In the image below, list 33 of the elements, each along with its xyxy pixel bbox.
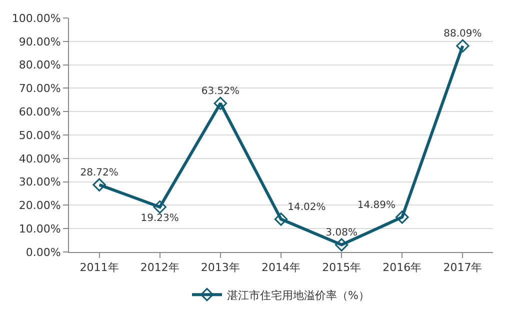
y-tick-label: 50.00% xyxy=(18,128,61,142)
y-tick-label: 30.00% xyxy=(18,176,61,189)
point xyxy=(153,200,166,214)
data-label: 14.02% xyxy=(288,202,326,214)
data-label: 88.09% xyxy=(444,28,482,40)
data-label: 14.89% xyxy=(357,200,396,212)
y-tick-label: 90.00% xyxy=(18,35,61,48)
data-label: 19.23% xyxy=(140,213,179,224)
data-label: 28.72% xyxy=(80,168,118,179)
x-tick-label: 2017年 xyxy=(443,261,482,274)
data-label: 3.08% xyxy=(326,228,358,239)
point xyxy=(396,210,409,224)
x-tick-label: 2014年 xyxy=(262,261,300,274)
point xyxy=(274,212,288,226)
y-tick-label: 20.00% xyxy=(18,199,61,212)
y-tick-label: 40.00% xyxy=(18,152,61,166)
data-label: 63.52% xyxy=(201,86,240,98)
x-tick-label: 2015年 xyxy=(322,261,362,274)
point xyxy=(456,39,470,52)
y-tick-label: 0.00% xyxy=(26,246,61,259)
y-tick-label: 10.00% xyxy=(18,222,61,236)
point xyxy=(92,178,106,192)
legend-label: 湛江市住宅用地溢价率（%） xyxy=(227,288,370,302)
y-tick-label: 100.00% xyxy=(12,12,61,25)
x-tick-label: 2013年 xyxy=(200,261,240,274)
x-tick-label: 2016年 xyxy=(382,261,422,274)
y-tick-label: 70.00% xyxy=(18,82,61,96)
x-tick-label: 2011年 xyxy=(80,261,119,274)
y-tick-label: 80.00% xyxy=(18,58,61,72)
y-tick-label: 60.00% xyxy=(18,105,61,118)
point xyxy=(214,96,228,110)
x-tick-label: 2012年 xyxy=(140,261,180,274)
point xyxy=(334,238,348,252)
